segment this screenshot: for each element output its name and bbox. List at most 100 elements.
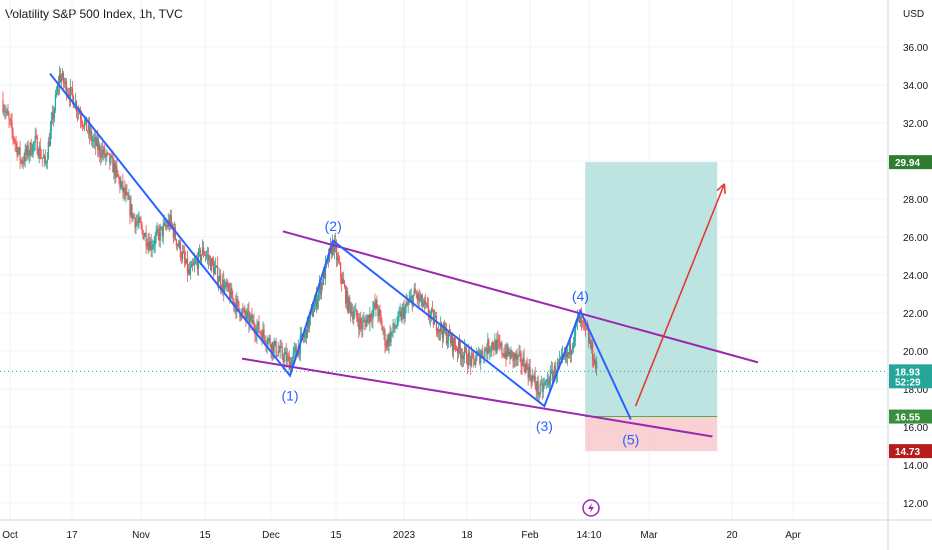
candle-body xyxy=(234,303,236,306)
candle-body xyxy=(146,245,148,247)
candle-body xyxy=(473,354,475,359)
candle-body xyxy=(583,322,586,324)
candle-body xyxy=(115,165,117,178)
candle-body xyxy=(521,365,523,366)
candle-body xyxy=(19,147,21,161)
candle-body xyxy=(467,363,469,367)
candle-body xyxy=(159,228,161,241)
candle-body xyxy=(371,318,373,320)
candle-body xyxy=(48,141,50,146)
candle-body xyxy=(546,379,548,381)
candle-body xyxy=(95,137,97,147)
candle-body xyxy=(212,258,214,264)
candle-body xyxy=(474,358,476,365)
candle-body xyxy=(322,270,325,285)
candle-body xyxy=(240,316,242,318)
candle-body xyxy=(594,359,596,365)
candle-body xyxy=(225,282,227,286)
candle-body xyxy=(215,266,217,268)
y-tick-label: 18.00 xyxy=(903,385,928,396)
candle-body xyxy=(201,247,204,255)
candle-body xyxy=(345,287,347,304)
candle-body xyxy=(151,247,153,250)
candle-body xyxy=(40,157,42,159)
candle-body xyxy=(369,313,371,324)
candle-body xyxy=(267,339,269,345)
candle-body xyxy=(280,346,282,347)
y-tick-label: 28.00 xyxy=(903,195,928,206)
candle-body xyxy=(418,293,420,301)
candle-body xyxy=(142,230,144,239)
candle-body xyxy=(403,307,405,319)
candle-body xyxy=(545,380,547,382)
candle-body xyxy=(49,129,51,146)
candle-body xyxy=(359,318,361,330)
candle-body xyxy=(84,120,86,127)
candle-body xyxy=(533,376,535,379)
candle-body xyxy=(392,323,394,332)
candle-body xyxy=(9,119,11,121)
candle-body xyxy=(102,149,104,155)
candle-body xyxy=(475,360,477,365)
candle-body xyxy=(498,341,500,343)
candle-body xyxy=(24,149,26,162)
candle-body xyxy=(164,222,166,227)
candle-body xyxy=(445,329,448,344)
candle-body xyxy=(556,362,558,374)
candle-body xyxy=(128,197,130,200)
candle-body xyxy=(8,115,10,120)
candle-body xyxy=(198,249,201,251)
candle-body xyxy=(27,145,29,157)
candle-body xyxy=(549,370,551,385)
candle-body xyxy=(145,233,147,246)
candle-body xyxy=(194,261,197,263)
candle-body xyxy=(192,264,195,266)
candle-body xyxy=(444,329,447,332)
candle-body xyxy=(491,342,493,350)
candle-body xyxy=(365,321,367,327)
candle-body xyxy=(504,352,506,357)
channel-line xyxy=(282,230,759,364)
candle-body xyxy=(269,337,271,346)
candle-body xyxy=(405,302,407,308)
candle-body xyxy=(574,322,577,337)
candle-body xyxy=(59,74,62,83)
candle-body xyxy=(31,153,33,156)
candle-body xyxy=(33,142,35,144)
target-zone xyxy=(585,162,718,417)
candle-body xyxy=(336,245,338,260)
candle-body xyxy=(353,315,355,320)
candle-body xyxy=(135,221,137,228)
candle-body xyxy=(186,258,189,274)
candle-body xyxy=(38,146,40,157)
x-tick-label: 15 xyxy=(199,530,211,541)
candle-body xyxy=(2,100,4,112)
candle-body xyxy=(46,159,48,163)
candle-body xyxy=(327,256,330,262)
candle-body xyxy=(361,323,363,330)
candle-body xyxy=(343,279,345,284)
candle-body xyxy=(62,72,65,83)
candle-body xyxy=(472,353,474,355)
candle-body xyxy=(286,355,288,362)
candle-body xyxy=(496,339,498,353)
candle-body xyxy=(138,218,140,223)
candle-body xyxy=(34,135,36,143)
projection-arrow-head xyxy=(723,183,726,194)
candle-body xyxy=(389,333,391,343)
candle-body xyxy=(155,232,157,237)
target-badge: 29.94 xyxy=(895,158,920,169)
candle-body xyxy=(137,222,139,224)
candle-body xyxy=(163,222,165,225)
candle-body xyxy=(166,225,168,228)
candle-body xyxy=(251,315,253,324)
candle-body xyxy=(442,323,445,339)
candle-body xyxy=(452,338,455,351)
candle-body xyxy=(292,351,294,358)
y-tick-label: 36.00 xyxy=(903,43,928,54)
candle-body xyxy=(370,313,372,319)
candle-body xyxy=(311,308,314,317)
candle-body xyxy=(514,354,516,360)
candle-body xyxy=(508,351,510,355)
